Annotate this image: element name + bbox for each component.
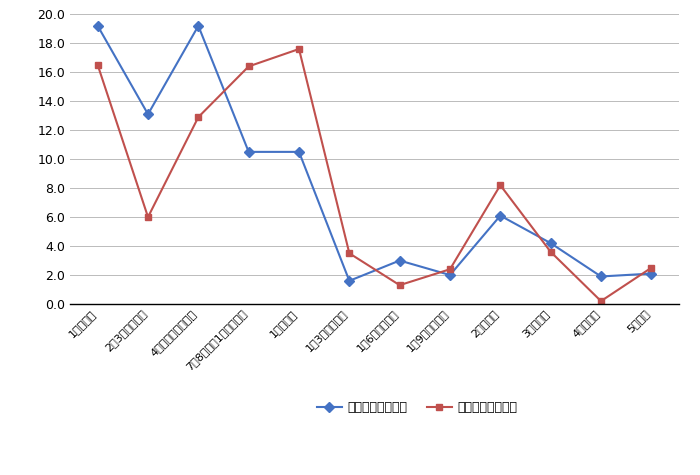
不妊治療・子あり (496, 213, 505, 219)
不妊治療・子あり (194, 23, 202, 28)
不妊治療・子あり (547, 240, 555, 246)
不妊治療・子あり (244, 149, 253, 155)
不妊治療・子あり (144, 111, 152, 117)
不妊治療・子なし (94, 62, 102, 68)
不妊治療・子あり (446, 272, 454, 278)
Legend: 不妊治療・子あり, 不妊治療・子なし: 不妊治療・子あり, 不妊治療・子なし (312, 397, 523, 419)
不妊治療・子なし (496, 182, 505, 188)
不妊治療・子なし (446, 266, 454, 272)
不妊治療・子なし (395, 282, 404, 288)
不妊治療・子あり (94, 23, 102, 28)
不妊治療・子なし (144, 214, 152, 220)
不妊治療・子あり (295, 149, 303, 155)
不妊治療・子なし (194, 114, 202, 120)
不妊治療・子あり (395, 257, 404, 263)
不妊治療・子なし (647, 265, 655, 271)
Line: 不妊治療・子なし: 不妊治療・子なし (94, 46, 654, 304)
不妊治療・子なし (547, 249, 555, 255)
不妊治療・子なし (295, 46, 303, 52)
不妊治療・子あり (345, 278, 354, 284)
不妊治療・子なし (597, 298, 606, 304)
不妊治療・子なし (244, 64, 253, 69)
不妊治療・子あり (597, 274, 606, 279)
Line: 不妊治療・子あり: 不妊治療・子あり (94, 22, 654, 285)
不妊治療・子なし (345, 250, 354, 256)
不妊治療・子あり (647, 271, 655, 276)
